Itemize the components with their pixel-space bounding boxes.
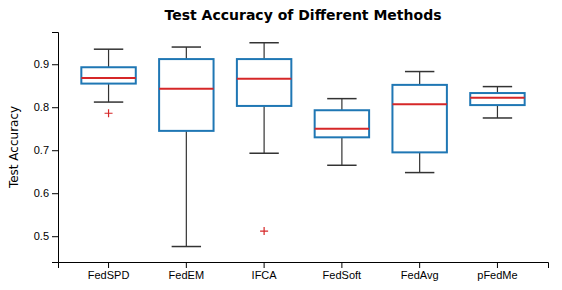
upper-whisker	[341, 99, 342, 111]
x-tick-label: FedAvg	[401, 269, 439, 281]
lower-cap	[172, 246, 201, 248]
box-group	[81, 49, 135, 117]
x-tick-label: FedSoft	[323, 269, 362, 281]
x-tick-mark	[419, 262, 420, 268]
y-tick: 0.8	[34, 101, 58, 113]
x-tick-mark	[341, 262, 342, 268]
box	[237, 59, 291, 106]
chart: 0.50.60.70.80.9FedSPDFedEMIFCAFedSoftFed…	[0, 0, 562, 290]
upper-whisker	[419, 72, 420, 85]
box-group	[159, 47, 213, 246]
box-group	[237, 43, 291, 235]
upper-cap	[249, 42, 278, 44]
title: Test Accuracy of Different Methods	[165, 7, 442, 23]
y-axis: 0.5 0.6 0.7 0.8 0.9	[34, 33, 59, 263]
y-tick-mark	[52, 64, 58, 65]
y-tick-label: 0.8	[34, 101, 49, 113]
median	[470, 97, 524, 99]
y-tick-mark	[52, 150, 58, 151]
upper-cap	[327, 98, 356, 100]
y-tick-label: 0.5	[34, 230, 49, 242]
y-tick-label: 0.9	[34, 58, 49, 70]
y-tick: 0.5	[34, 230, 58, 242]
lower-whisker	[497, 105, 498, 118]
median	[392, 103, 446, 105]
x-axis: FedSPD FedEM IFCA FedSoft FedAvg pFedMe	[59, 262, 549, 281]
x-tick-mark	[264, 262, 265, 268]
y-tick-mark	[52, 193, 58, 194]
lower-whisker	[419, 152, 420, 172]
x-tick-mark	[497, 262, 498, 268]
box	[470, 93, 524, 105]
plot: 0.50.60.70.80.9FedSPDFedEMIFCAFedSoftFed…	[34, 33, 549, 281]
lower-cap	[405, 172, 434, 174]
lower-cap	[94, 101, 123, 103]
lower-cap	[327, 165, 356, 167]
median	[81, 77, 135, 79]
upper-cap	[483, 86, 512, 88]
x-tick-label: IFCA	[252, 269, 278, 281]
box-group	[392, 72, 446, 173]
x-tick-mark	[108, 262, 109, 268]
x-tick: FedAvg	[401, 262, 439, 281]
lower-whisker	[186, 131, 187, 247]
x-tick: FedSoft	[323, 262, 362, 281]
y-tick-mark	[52, 236, 58, 237]
flier	[105, 109, 113, 117]
x-tick: FedEM	[169, 262, 204, 281]
box	[392, 85, 446, 152]
box-group	[470, 87, 524, 118]
lower-whisker	[264, 106, 265, 153]
box	[159, 59, 213, 131]
upper-cap	[94, 48, 123, 50]
upper-whisker	[108, 49, 109, 67]
upper-cap	[405, 71, 434, 73]
x-axis-line	[59, 263, 549, 269]
x-tick: FedSPD	[88, 262, 130, 281]
median	[237, 78, 291, 80]
upper-whisker	[186, 47, 187, 59]
y-axis-line	[52, 33, 59, 263]
y-tick-mark	[52, 107, 58, 108]
box	[81, 67, 135, 83]
y-tick-label: 0.6	[34, 187, 49, 199]
y-tick-label: 0.7	[34, 144, 49, 156]
x-tick: IFCA	[252, 262, 278, 281]
x-tick-label: FedSPD	[88, 269, 130, 281]
boxes	[81, 43, 524, 247]
box	[315, 110, 369, 137]
x-tick-mark	[186, 262, 187, 268]
median	[159, 88, 213, 90]
x-tick-label: FedEM	[169, 269, 204, 281]
median	[315, 128, 369, 130]
flier	[260, 227, 268, 235]
y-tick: 0.7	[34, 144, 58, 156]
y-tick: 0.6	[34, 187, 58, 199]
box-group	[315, 99, 369, 166]
x-tick-label: pFedMe	[477, 269, 517, 281]
y-axis-title: Test Accuracy	[7, 106, 21, 189]
y-tick: 0.9	[34, 58, 58, 70]
lower-whisker	[108, 84, 109, 102]
lower-cap	[249, 152, 278, 154]
upper-whisker	[264, 43, 265, 59]
lower-cap	[483, 117, 512, 119]
upper-cap	[172, 46, 201, 48]
x-tick: pFedMe	[477, 262, 517, 281]
lower-whisker	[341, 137, 342, 165]
